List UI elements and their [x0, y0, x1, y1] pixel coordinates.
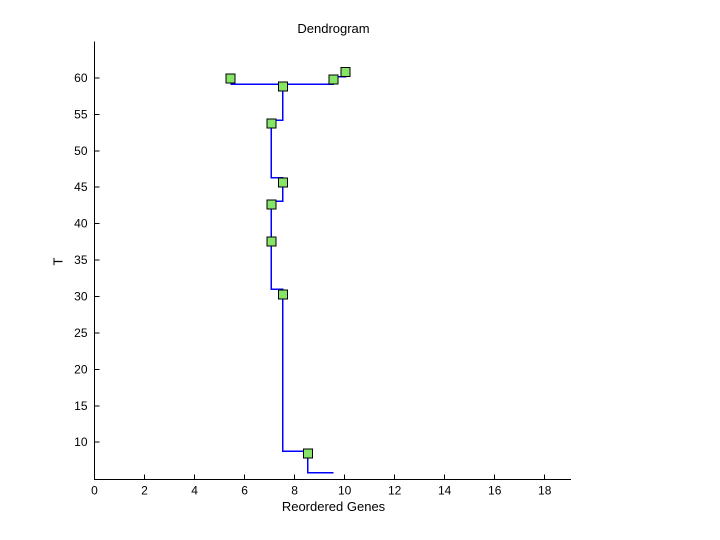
y-tick-label: 35: [74, 253, 88, 267]
y-tick-label: 50: [74, 144, 88, 158]
x-tick-label: 14: [438, 484, 452, 498]
merge-marker: [266, 236, 277, 247]
y-tick-label: 10: [74, 435, 88, 449]
merge-marker: [266, 118, 277, 129]
x-tick-label: 6: [241, 484, 248, 498]
merge-marker: [225, 73, 236, 84]
merge-marker: [302, 448, 313, 459]
x-tick-label: 2: [141, 484, 148, 498]
merge-marker: [328, 74, 339, 85]
merge-marker: [277, 289, 288, 300]
y-tick-label: 40: [74, 217, 88, 231]
x-tick-label: 12: [388, 484, 402, 498]
dendrogram-segment-chain-stem: [270, 84, 334, 474]
merge-marker: [266, 199, 277, 210]
x-axis-label: Reordered Genes: [281, 499, 386, 514]
chart-title: Dendrogram: [297, 21, 370, 36]
y-tick-label: 20: [74, 362, 88, 376]
y-tick-label: 55: [74, 107, 88, 121]
x-tick-label: 4: [191, 484, 198, 498]
axes-frame: [94, 41, 571, 480]
merge-marker: [277, 177, 288, 188]
merge-marker: [277, 81, 288, 92]
x-tick-label: 8: [291, 484, 298, 498]
y-tick-label: 30: [74, 289, 88, 303]
x-tick-label: 0: [91, 484, 98, 498]
y-tick-label: 60: [74, 71, 88, 85]
y-tick-label: 45: [74, 180, 88, 194]
merge-marker: [340, 67, 351, 78]
x-tick-label: 16: [488, 484, 502, 498]
y-tick-label: 25: [74, 326, 88, 340]
x-tick-label: 10: [338, 484, 352, 498]
y-tick-label: 15: [74, 399, 88, 413]
dendrogram-segment-top-merge: [230, 72, 347, 85]
x-tick-label: 18: [538, 484, 552, 498]
